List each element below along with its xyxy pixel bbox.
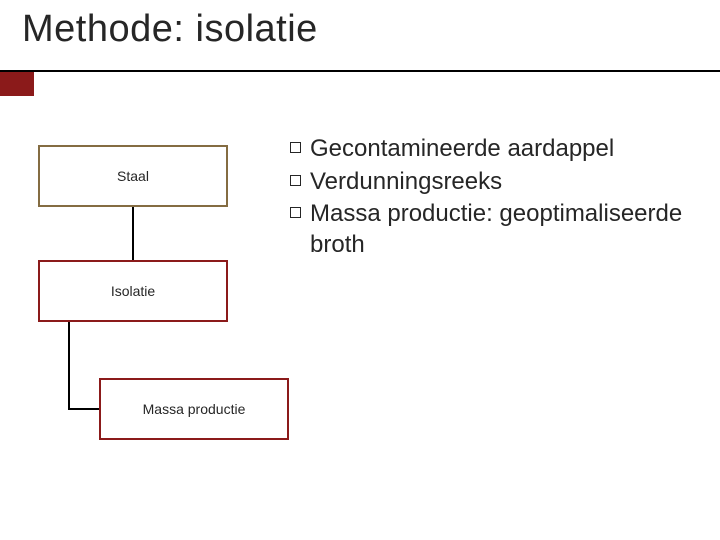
bullet-icon — [290, 142, 301, 153]
bullet-text: Verdunningsreeks — [310, 167, 502, 198]
flow-box-massa: Massa productie — [99, 378, 289, 440]
flow-box-staal: Staal — [38, 145, 228, 207]
bullet-list: Gecontamineerde aardappel Verdunningsree… — [290, 134, 700, 263]
flow-box-staal-label: Staal — [117, 168, 149, 184]
flow-box-isolatie-label: Isolatie — [111, 283, 155, 299]
connector-staal-isolatie — [132, 207, 134, 260]
bullet-text: Massa productie: geoptimaliseerde broth — [310, 199, 700, 260]
title-rule — [0, 70, 720, 72]
list-item: Massa productie: geoptimaliseerde broth — [290, 199, 700, 260]
flow-box-massa-label: Massa productie — [143, 401, 246, 417]
slide: Methode: isolatie Staal Isolatie Massa p… — [0, 0, 720, 540]
flow-box-isolatie: Isolatie — [38, 260, 228, 322]
bullet-text: Gecontamineerde aardappel — [310, 134, 614, 165]
bullet-icon — [290, 207, 301, 218]
bullet-icon — [290, 175, 301, 186]
page-title: Methode: isolatie — [22, 8, 318, 51]
title-rule-accent — [0, 72, 34, 96]
list-item: Verdunningsreeks — [290, 167, 700, 198]
list-item: Gecontamineerde aardappel — [290, 134, 700, 165]
